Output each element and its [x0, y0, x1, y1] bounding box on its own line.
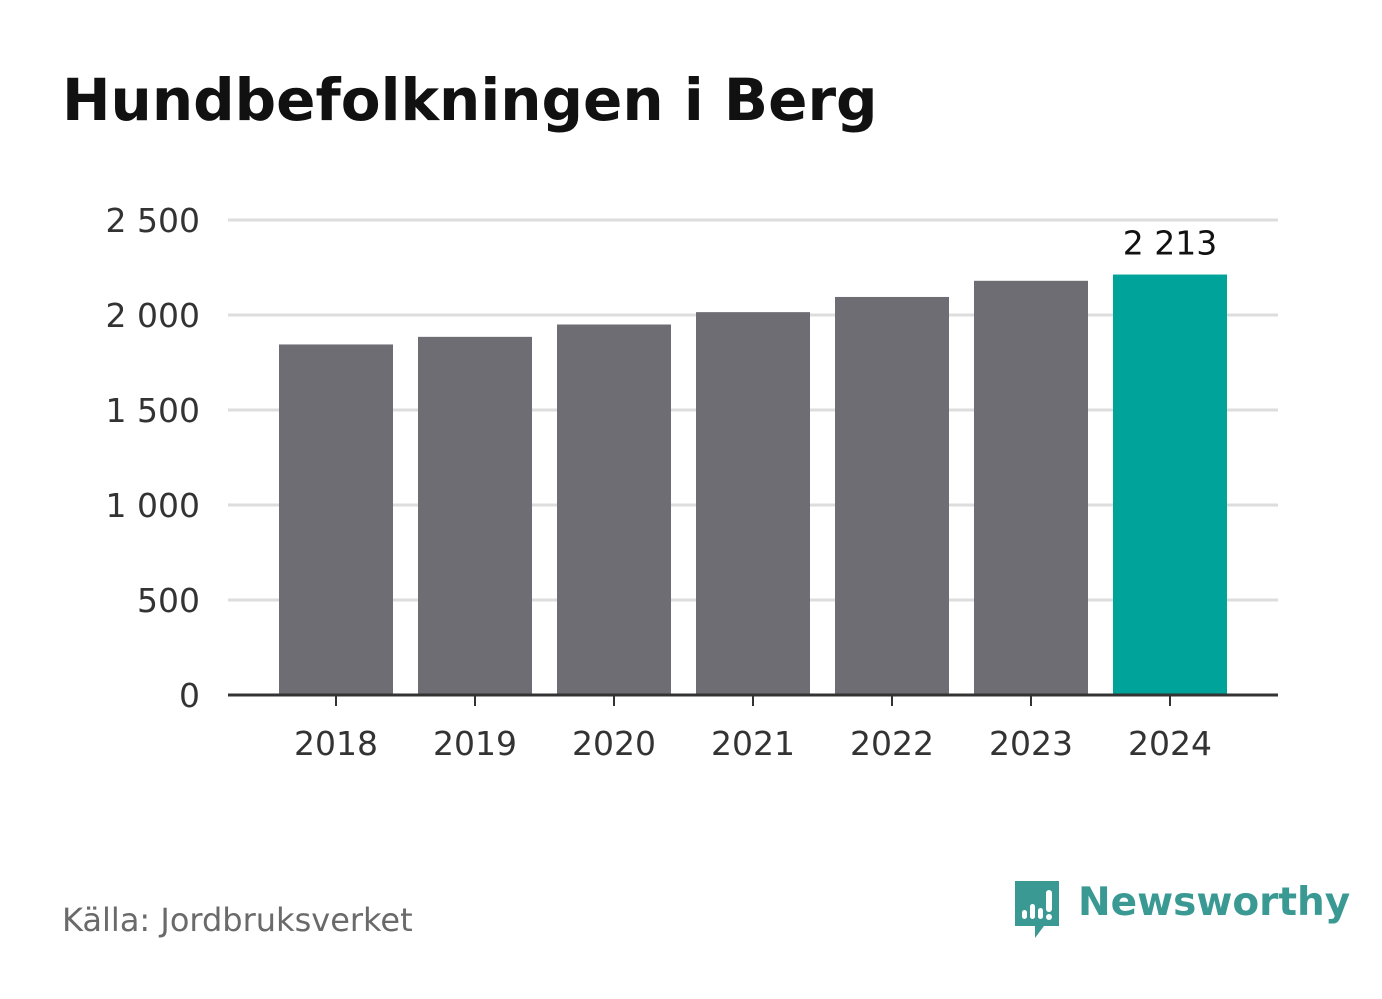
brand-logo: Newsworthy	[1012, 878, 1350, 942]
y-tick-label: 2 500	[106, 201, 200, 240]
y-tick-label: 1 500	[106, 391, 200, 430]
y-tick-label: 0	[179, 676, 200, 715]
x-tick-label: 2022	[850, 724, 934, 763]
x-tick-label: 2023	[989, 724, 1073, 763]
brand-name: Newsworthy	[1078, 880, 1351, 925]
x-axis	[228, 693, 1278, 706]
y-tick-label: 500	[137, 581, 200, 620]
x-tick-label: 2020	[572, 724, 656, 763]
bar-2022	[835, 296, 949, 695]
bar-2023	[974, 280, 1088, 695]
data-label: 2 213	[1123, 224, 1217, 263]
x-tick-label: 2019	[433, 724, 517, 763]
bar-2020	[557, 324, 671, 695]
x-tick-label: 2018	[294, 724, 378, 763]
labels: 0 500 1 000 1 500 2 000 2 500 2018 2019 2020 2021…	[106, 201, 1221, 763]
x-tick-label: 2024	[1128, 724, 1212, 763]
y-tick-label: 1 000	[106, 486, 200, 525]
bars	[279, 274, 1227, 695]
y-tick-label: 2 000	[106, 296, 200, 335]
bar-2018	[279, 344, 393, 695]
chart-title: Hundbefolkningen i Berg	[62, 66, 878, 134]
x-tick-label: 2021	[711, 724, 795, 763]
source-note: Källa: Jordbruksverket	[62, 901, 413, 939]
bar-2021	[696, 312, 810, 695]
bar-2024	[1113, 274, 1227, 695]
newsworthy-logo-icon	[1015, 881, 1059, 938]
bar-2019	[418, 336, 532, 695]
